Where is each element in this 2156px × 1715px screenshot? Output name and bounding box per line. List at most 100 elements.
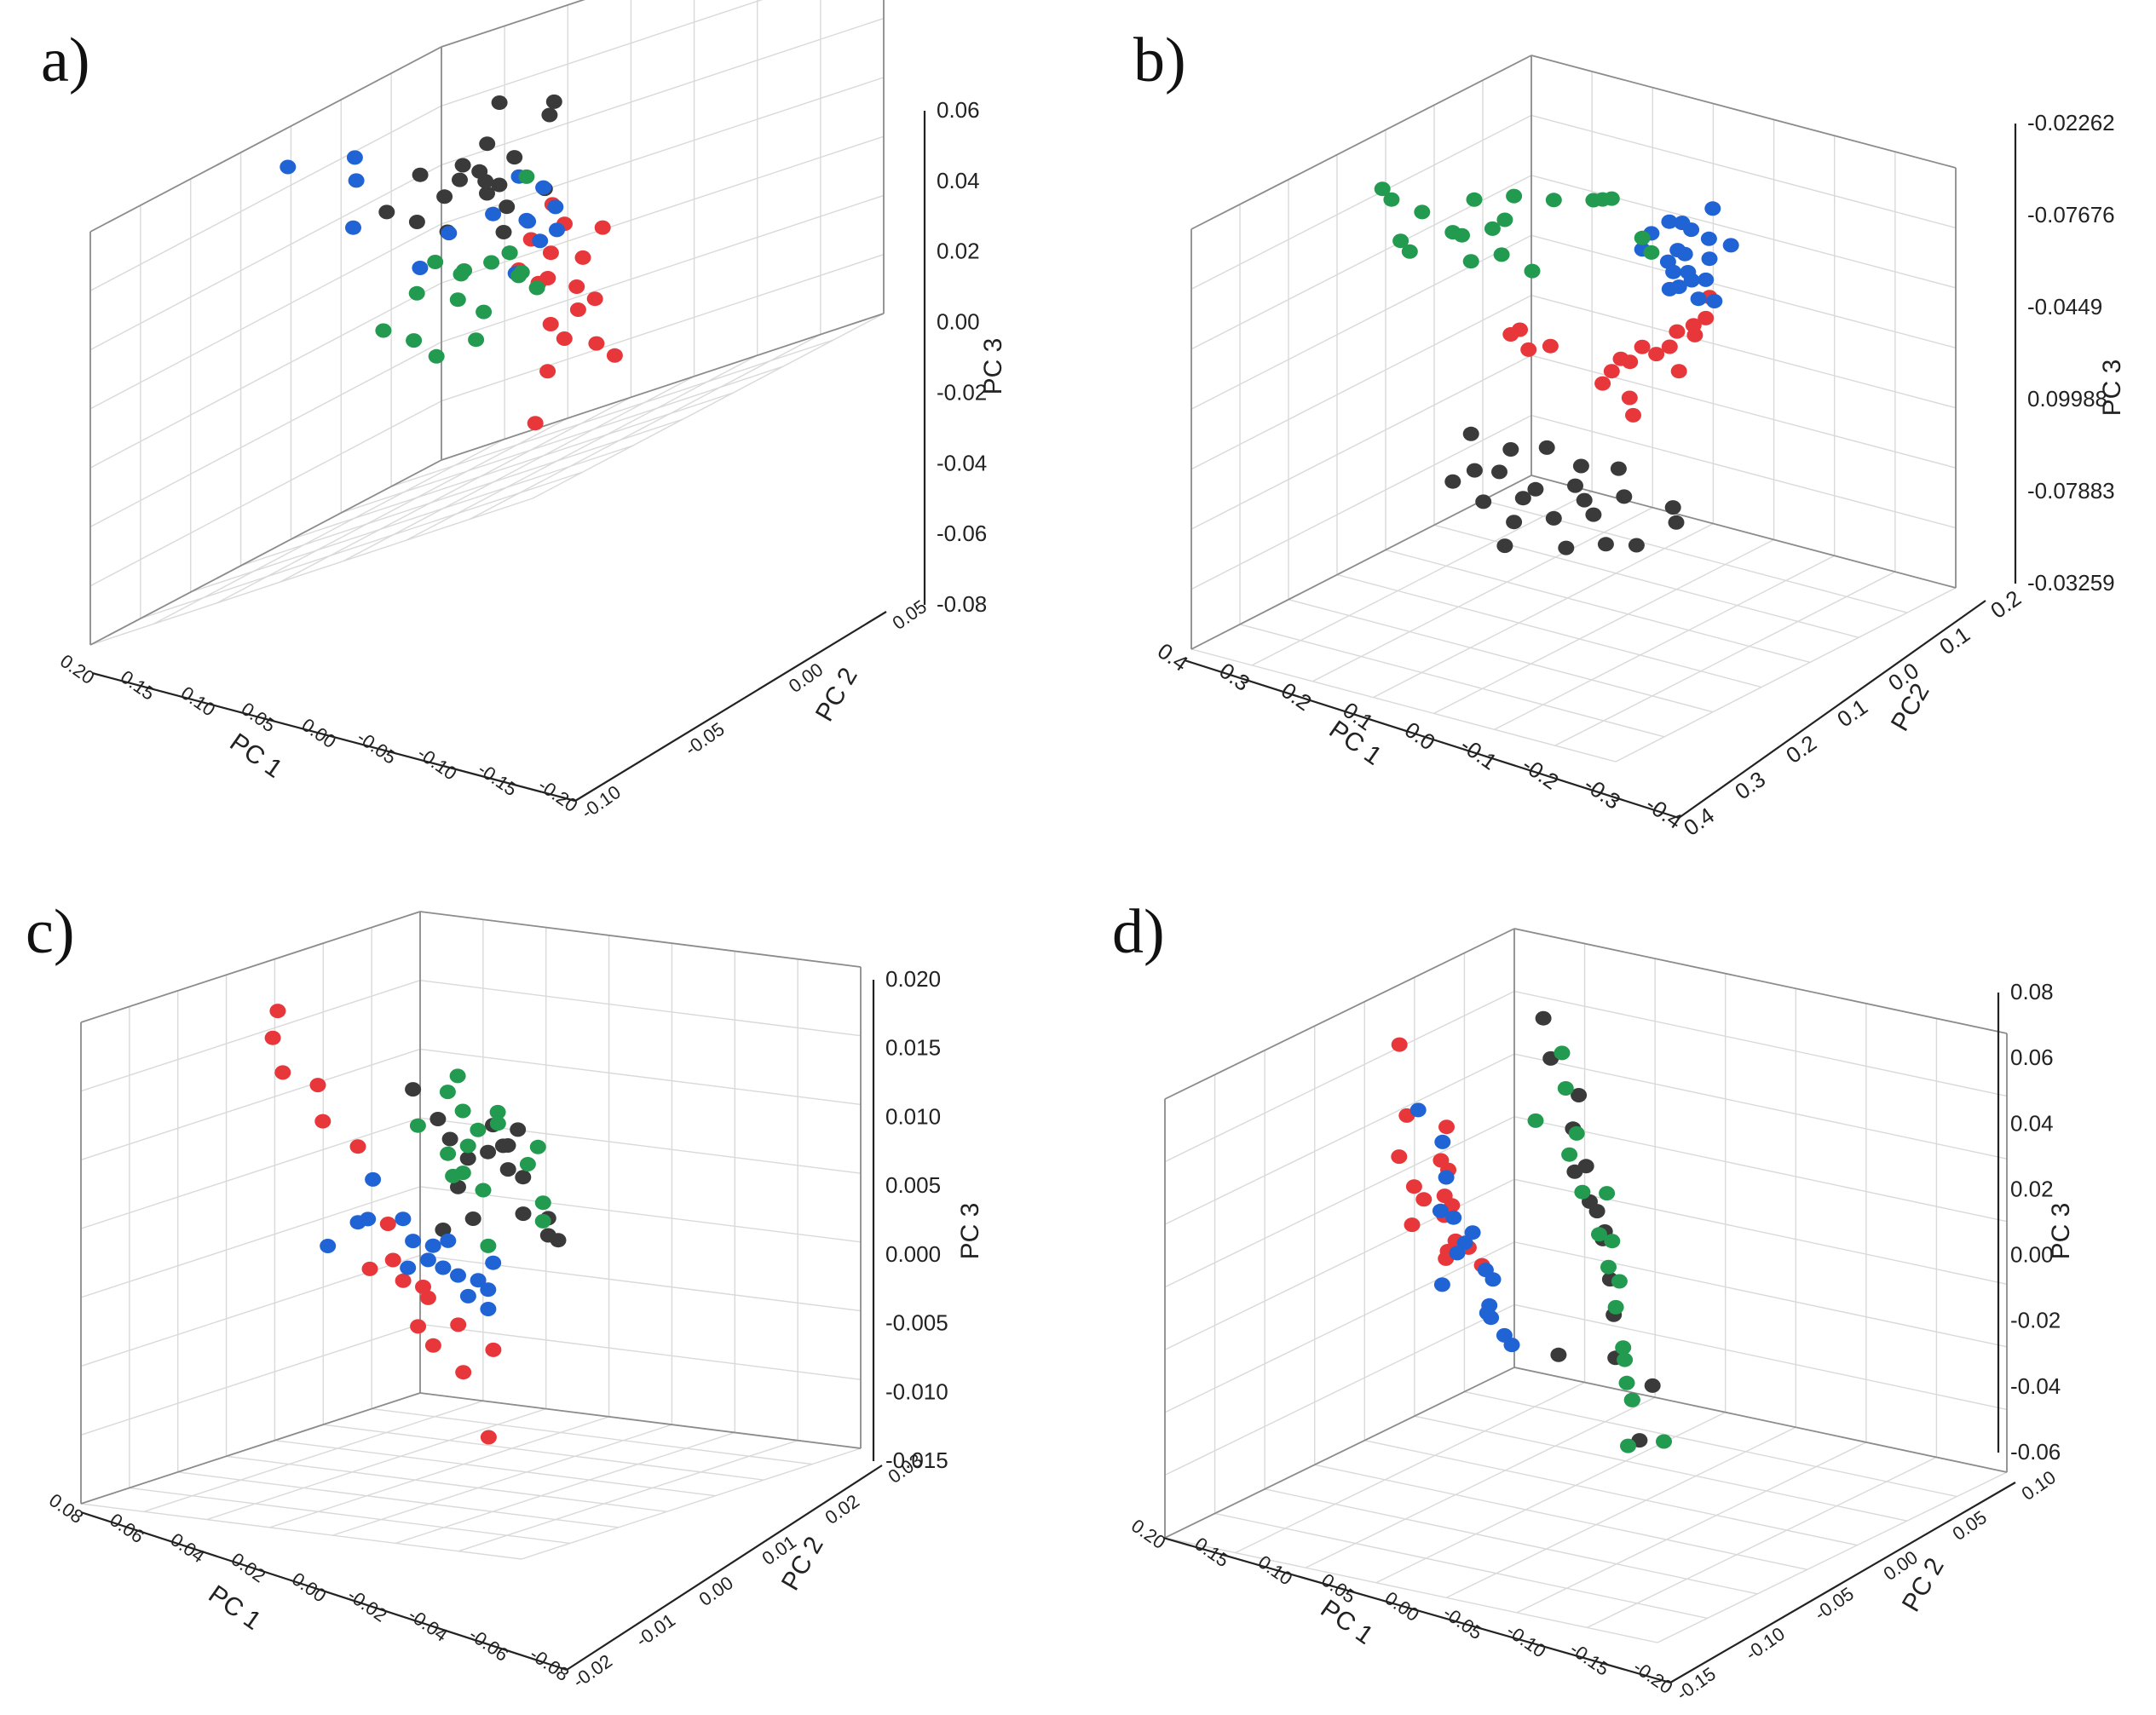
point-green [406,333,423,348]
gridline [1516,1442,1867,1614]
point-blue [485,1255,502,1270]
point-green [1554,1045,1571,1061]
box-edge [1531,55,1957,169]
point-blue [435,1260,452,1275]
gridline [323,1424,764,1481]
point-blue [1503,1338,1520,1353]
gridline [140,471,584,619]
tick-label: -0.05 [353,727,400,768]
point-black [441,1131,458,1147]
point-black [495,225,512,239]
gridline [343,376,695,562]
gridline [80,1117,421,1229]
point-black [1571,1088,1588,1102]
gridline [1336,573,1762,688]
gridline [1190,414,1532,590]
point-green [1600,1259,1617,1275]
point-green [1618,1375,1635,1390]
gridline [80,980,421,1092]
tick-label: -0.08 [526,1643,573,1685]
gridline [177,1471,619,1528]
gridline [1164,1178,1515,1350]
point-blue [1432,1203,1449,1218]
gridline [240,418,683,567]
gridline [1554,571,1896,746]
tick-label: 0.2 [1986,585,2026,624]
point-blue [1674,216,1691,231]
point-green [1656,1434,1672,1449]
point-blue [424,1238,441,1253]
point-blue [1690,291,1707,307]
grid [1164,928,2008,1643]
gridline [80,1503,522,1560]
point-blue [535,180,552,195]
gridline [1214,1512,1708,1620]
gridline [441,194,885,343]
point-green [1506,188,1523,204]
gridline [372,1407,813,1465]
point-green [1414,204,1431,220]
gridline [419,980,862,1037]
tick-label: -0.08 [937,591,987,617]
point-red [1520,342,1537,357]
point-green [428,348,445,364]
point-red [424,1338,441,1353]
tick-label: 0.04 [2010,1110,2054,1136]
z-axis: 0.06 0.04 0.02 0.00 -0.02 -0.04 -0.06 -0.08 [923,97,987,617]
point-green [459,1138,476,1154]
axis-label: PC 1 [204,1580,267,1636]
point-blue [419,1252,436,1268]
gridline [406,354,758,541]
point-green [409,1118,426,1133]
point-red [450,1317,467,1332]
point-green [519,1157,536,1171]
gridline [1164,990,1515,1163]
tick-label: 0.00 [288,1568,330,1607]
gridline [1190,354,1532,530]
x-axis-line [80,1511,568,1672]
point-blue [320,1239,337,1253]
tick-label: -0.0449 [2027,294,2102,319]
point-green [468,332,485,348]
tick-label: 0.04 [937,168,980,193]
tick-label: 0.06 [106,1509,147,1547]
point-blue [1484,1272,1502,1287]
y-axis: -0.10-0.050.000.05 [574,596,931,823]
y-axis-line [1669,1482,2016,1683]
gridline [1531,295,1957,409]
point-red [1594,376,1611,391]
tick-label: -0.010 [885,1378,948,1404]
tick-label: -0.06 [937,521,987,546]
point-blue [1449,1246,1466,1261]
point-green [489,1116,506,1131]
gridline [521,1447,862,1560]
gridline [1531,114,1957,229]
gridline [332,1424,672,1536]
tick-label: 0.00 [2010,1242,2054,1268]
point-blue [348,173,365,188]
series-green [375,169,545,364]
tick-label: 0.2 [1781,730,1821,768]
point-green [1634,230,1651,245]
point-black [491,95,508,110]
point-red [1603,364,1620,379]
tick-label: 0.00 [937,309,980,335]
point-green [1568,1125,1585,1141]
point-black [1527,481,1544,497]
point-green [475,1183,492,1198]
point-blue [547,199,564,215]
tick-label: 0.09988 [2027,386,2107,411]
point-red [568,279,585,294]
panel-label: c) [26,897,75,967]
point-green [1545,193,1562,208]
point-black [1644,1378,1661,1393]
tick-label: -0.10 [413,742,460,784]
tick-label: -0.04 [937,450,987,475]
gridline [89,400,442,587]
point-black [1475,494,1492,509]
box-edge [89,46,442,233]
point-blue [1659,254,1676,269]
point-green [1604,1234,1621,1249]
gridline [1190,648,1617,763]
tick-label: -0.15 [474,758,521,800]
